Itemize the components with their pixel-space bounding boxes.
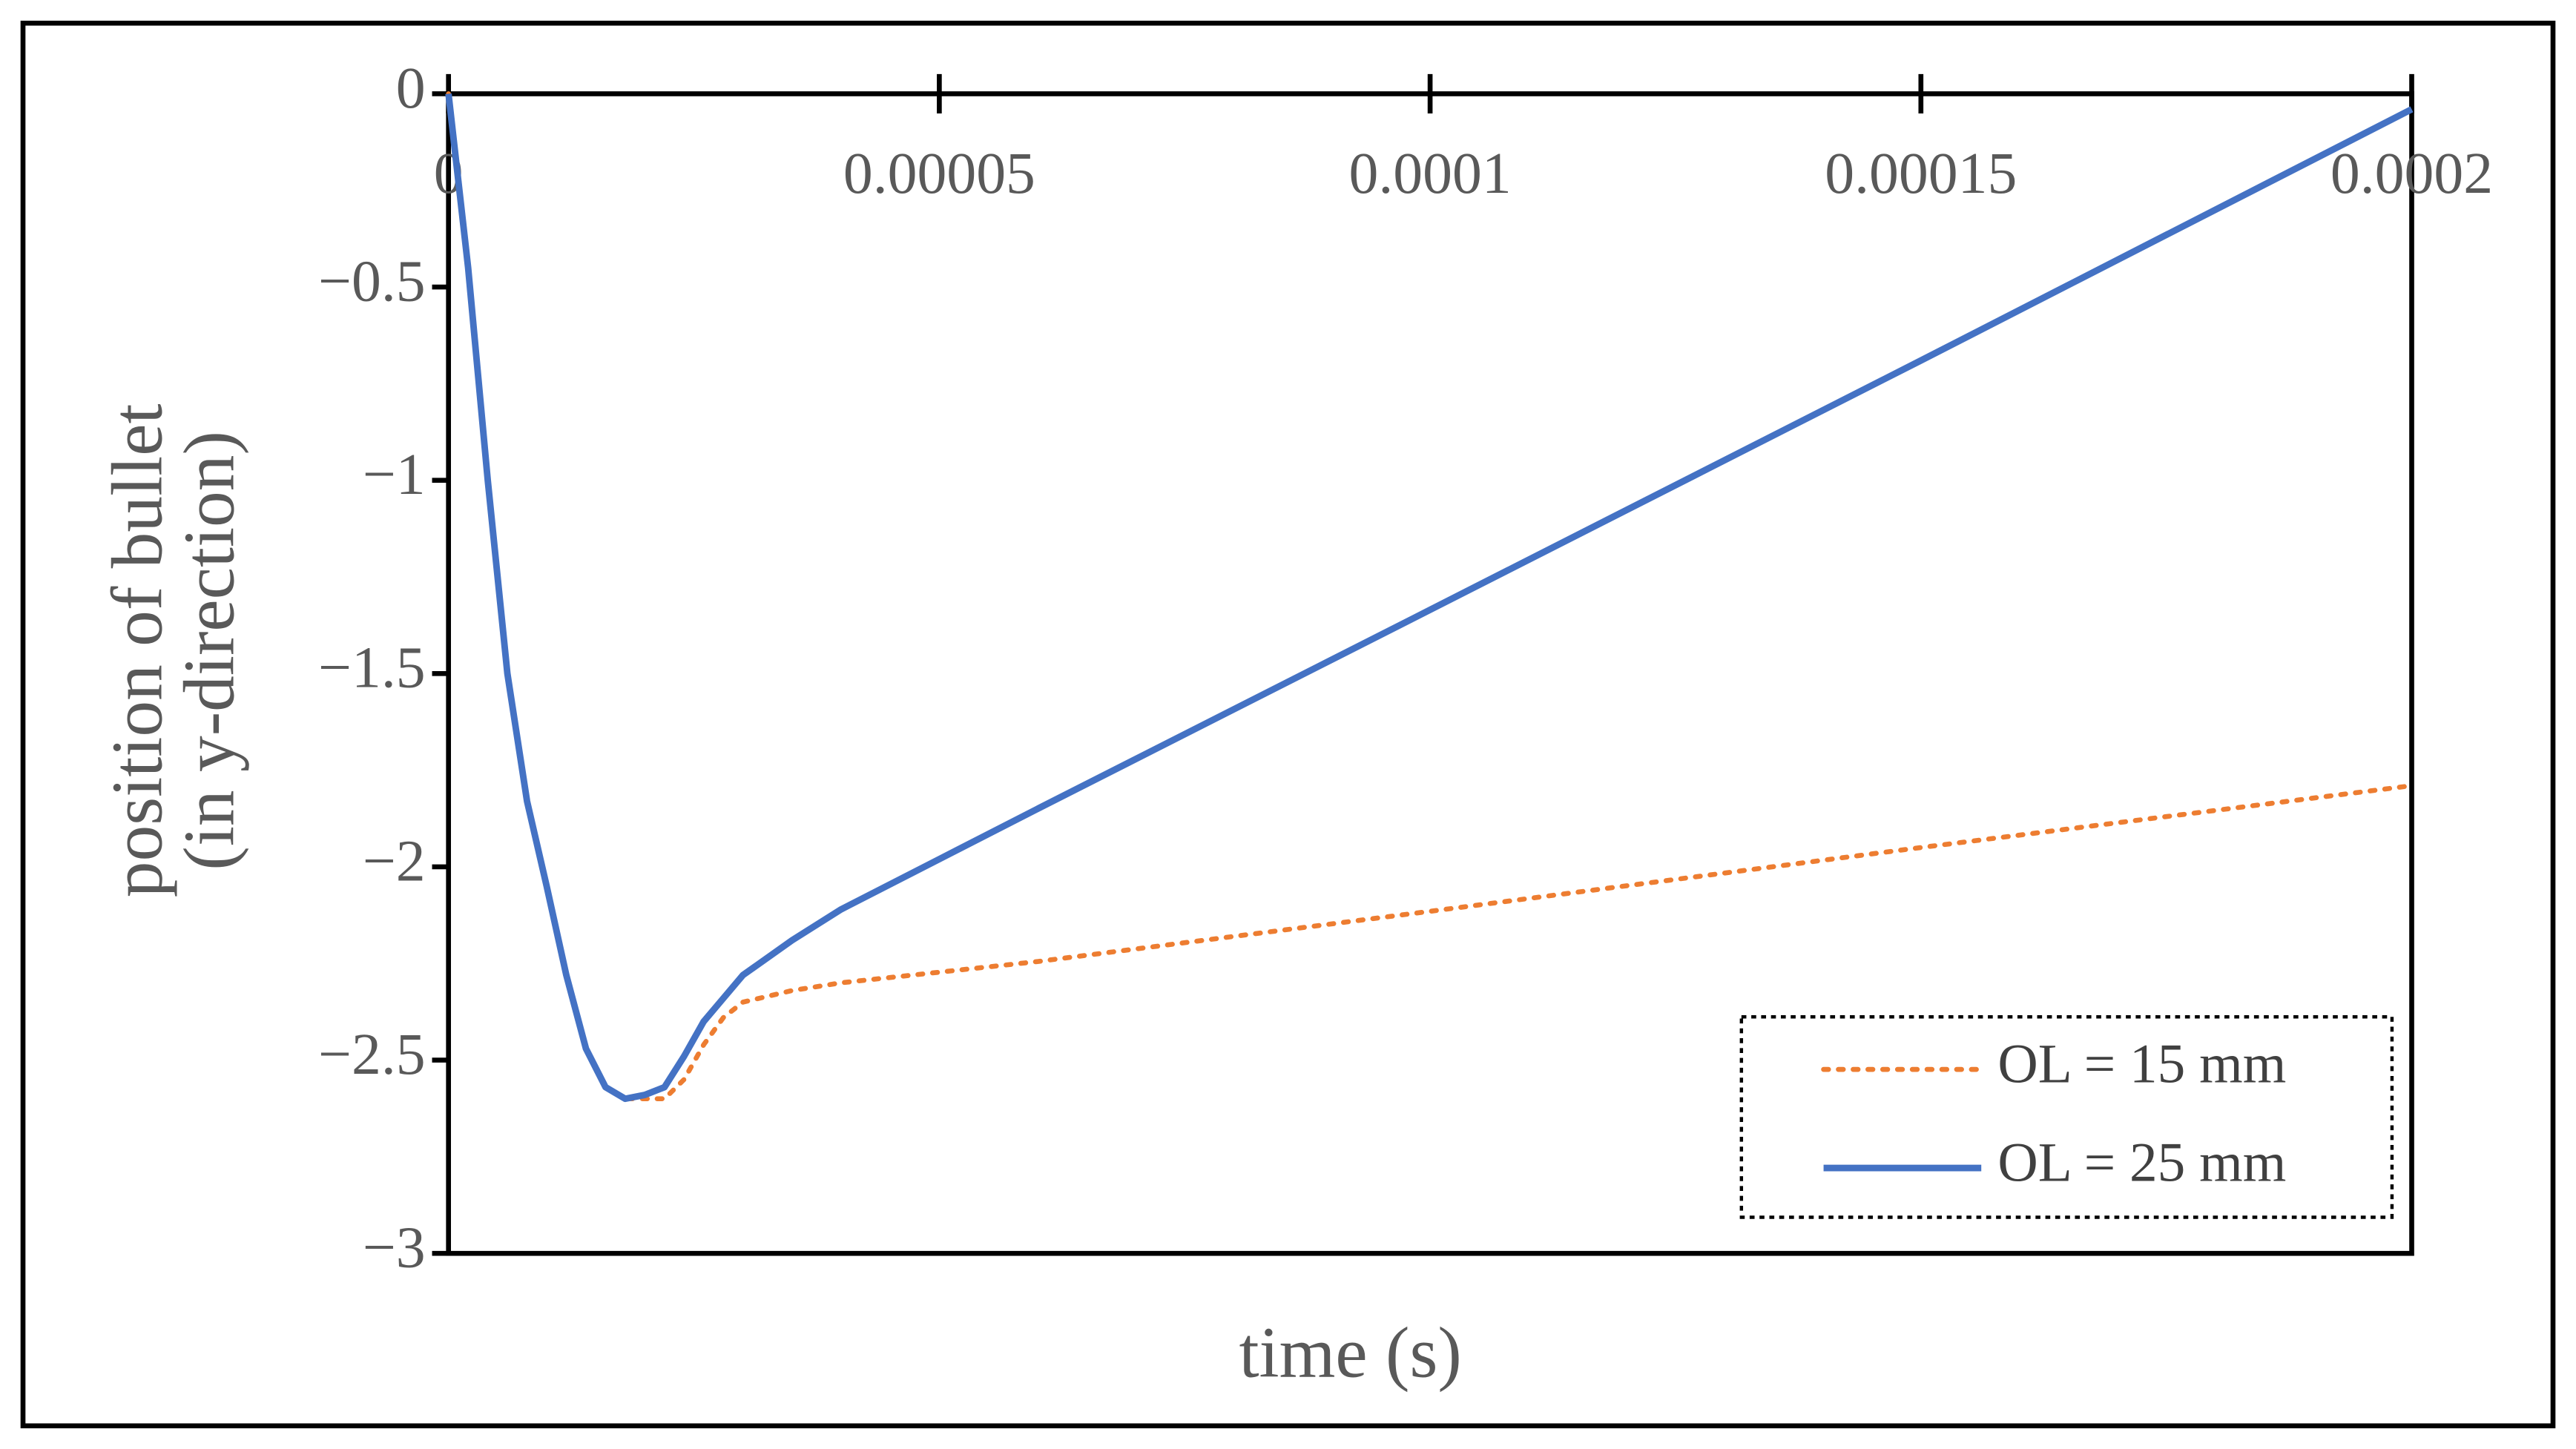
x-tick-label: 0.0001 [1348, 141, 1511, 206]
x-tick-label: 0.00015 [1825, 141, 2017, 206]
y-tick-label: −2 [363, 828, 426, 894]
y-axis-title: position of bullet (in y-direction) [97, 403, 249, 897]
y-tick-label: −0.5 [318, 248, 426, 314]
series-line [446, 91, 2414, 1102]
x-tick-label: 0.00005 [843, 141, 1035, 206]
y-axis-title-line: position of bullet [97, 403, 177, 897]
x-axis-title: time (s) [1239, 1313, 1461, 1393]
y-tick-label: 0 [396, 56, 426, 121]
legend-label: OL = 15 mm [1997, 1033, 2286, 1095]
series-line [445, 93, 2414, 1103]
y-tick-label: −2.5 [318, 1022, 426, 1087]
legend-box [1739, 1015, 2394, 1219]
legend-label: OL = 25 mm [1997, 1132, 2286, 1193]
y-tick-label: −1.5 [318, 636, 426, 701]
outer-frame [20, 20, 2556, 1429]
y-axis-title-line: (in y-direction) [170, 431, 250, 871]
y-tick-label: −3 [363, 1215, 426, 1281]
x-tick-label: 0.0002 [2330, 141, 2493, 206]
y-tick-label: −1 [363, 442, 426, 507]
